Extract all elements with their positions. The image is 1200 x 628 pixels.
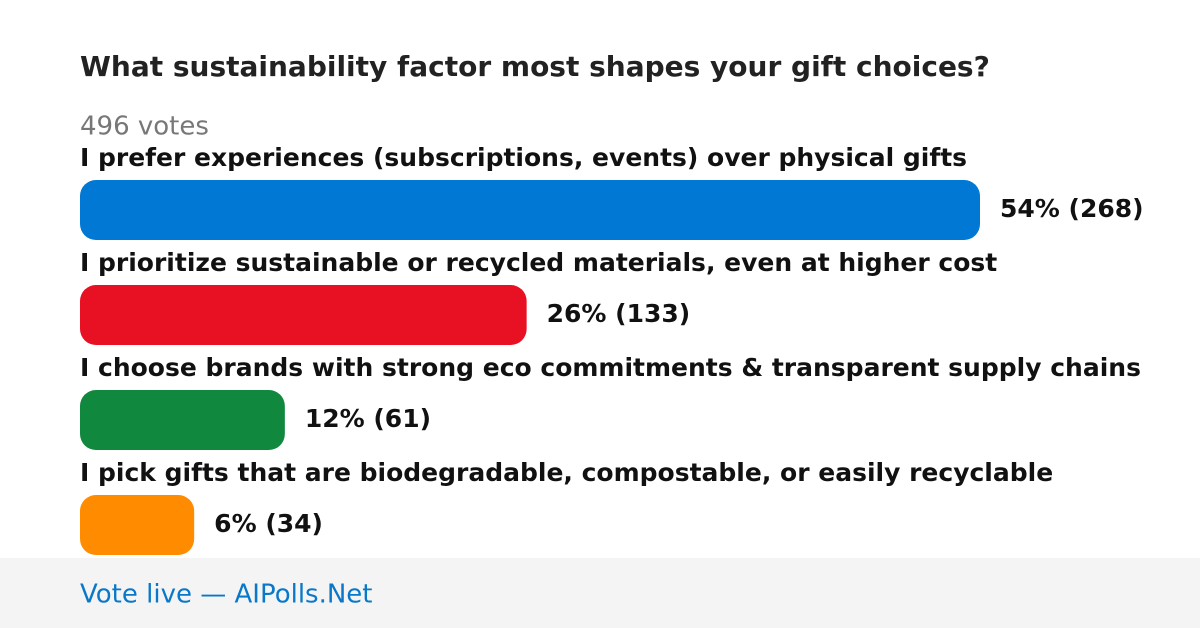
value-label: 12% (61) bbox=[305, 404, 431, 433]
footer-bar bbox=[0, 558, 1200, 628]
option-label: I prioritize sustainable or recycled mat… bbox=[80, 248, 997, 277]
value-label: 6% (34) bbox=[214, 509, 323, 538]
bar bbox=[80, 180, 980, 240]
bar bbox=[80, 390, 285, 450]
option-label: I prefer experiences (subscriptions, eve… bbox=[80, 143, 967, 172]
bar bbox=[80, 285, 527, 345]
vote-count: 496 votes bbox=[80, 112, 209, 142]
footer-link[interactable]: Vote live — AIPolls.Net bbox=[80, 580, 373, 610]
option-label: I choose brands with strong eco commitme… bbox=[80, 353, 1141, 382]
option-label: I pick gifts that are biodegradable, com… bbox=[80, 458, 1053, 487]
value-label: 26% (133) bbox=[547, 299, 691, 328]
value-label: 54% (268) bbox=[1000, 194, 1144, 223]
bar bbox=[80, 495, 195, 555]
poll-title: What sustainability factor most shapes y… bbox=[80, 50, 990, 83]
